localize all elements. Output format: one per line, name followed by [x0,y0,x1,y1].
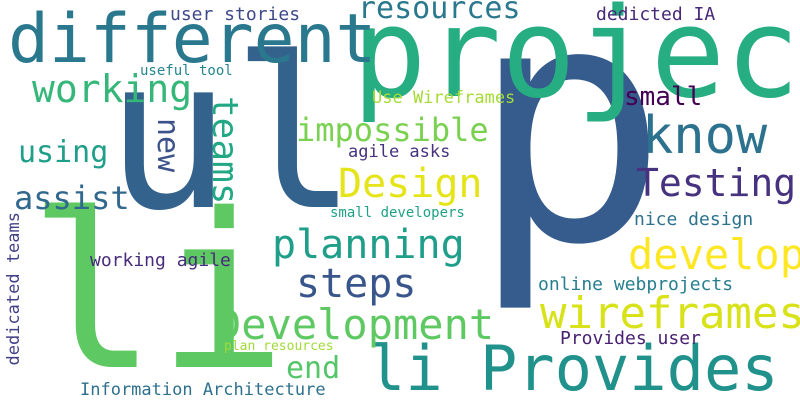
word-nice-design: nice design [634,209,754,230]
word-user-stories: user stories [170,4,301,25]
word-working-agile: working agile [90,250,231,271]
word-wireframes: wireframes [540,288,800,339]
word-li: li [28,167,287,400]
word-plan-resources: plan resources [224,339,334,354]
word-using: using [18,135,109,170]
word-p: p [470,0,669,317]
word-assist: assist [14,179,130,217]
word-resources: resources [358,0,521,26]
word-ul: ul [105,12,358,257]
word-steps: steps [296,261,417,307]
word-design: Design [338,161,483,207]
word-end: end [286,351,341,386]
word-impossible: impossible [296,111,489,149]
word-dedicated-teams: dedicated teams [4,212,24,366]
word-working: working [32,67,193,111]
word-teams: teams [204,96,245,205]
word-know: know [642,106,768,166]
word-dedicted-ia: dedicted IA [596,4,716,25]
word-online-webprojects: online webprojects [538,274,734,295]
word-different: different [8,0,377,79]
word-small-developers: small developers [330,205,465,221]
word-develop: develop [628,230,800,279]
word-project: project [352,0,800,126]
word-useful-tool: useful tool [140,63,233,79]
word-planning: planning [272,222,465,268]
word-li-provides: li Provides [368,332,779,400]
word-small: small [624,82,703,112]
word-use-wireframes: Use Wireframes [372,88,516,108]
word-new: new [150,118,185,173]
word-testing: Testing [636,161,797,205]
word-development: Development [216,300,495,349]
word-provides-user: Provides user [560,328,701,349]
word-information-architecture: Information Architecture [80,380,326,400]
word-agile-asks: agile asks [348,142,451,162]
